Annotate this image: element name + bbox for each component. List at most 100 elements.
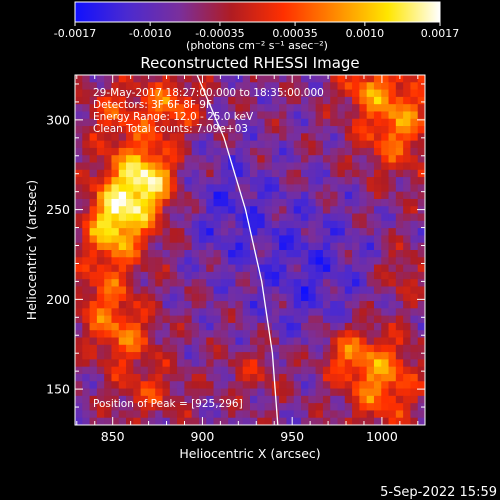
heatmap-cell — [279, 75, 287, 83]
heatmap-cell — [155, 177, 163, 185]
heatmap-cell — [330, 213, 338, 222]
heatmap-cell — [140, 235, 149, 244]
heatmap-cell — [206, 388, 214, 397]
heatmap-cell — [366, 322, 375, 331]
heatmap-cell — [140, 75, 149, 83]
heatmap-cell — [395, 111, 404, 120]
heatmap-cell — [257, 191, 265, 200]
heatmap-cell — [322, 279, 331, 287]
heatmap-cell — [242, 286, 251, 295]
heatmap-cell — [140, 155, 149, 163]
heatmap-cell — [250, 395, 258, 404]
heatmap-cell — [403, 286, 411, 295]
heatmap-cell — [220, 235, 229, 244]
heatmap-cell — [257, 352, 265, 360]
heatmap-cell — [250, 155, 258, 163]
heatmap-cell — [96, 337, 105, 346]
heatmap-cell — [147, 96, 156, 105]
heatmap-cell — [417, 286, 425, 295]
heatmap-cell — [220, 147, 229, 156]
heatmap-cell — [147, 250, 156, 258]
heatmap-cell — [111, 140, 120, 149]
heatmap-cell — [242, 381, 251, 389]
heatmap-cell — [403, 147, 411, 156]
heatmap-cell — [366, 82, 375, 90]
heatmap-cell — [220, 279, 229, 287]
heatmap-cell — [381, 293, 389, 302]
heatmap-cell — [220, 352, 229, 360]
heatmap-cell — [206, 352, 214, 360]
heatmap-cell — [118, 147, 127, 156]
heatmap-cell — [279, 198, 287, 207]
heatmap-cell — [111, 373, 120, 382]
heatmap-cell — [264, 286, 273, 295]
heatmap-cell — [126, 352, 134, 360]
heatmap-cell — [133, 250, 142, 258]
heatmap-cell — [373, 147, 382, 156]
heatmap-cell — [388, 242, 397, 251]
heatmap-cell — [330, 395, 338, 404]
heatmap-cell — [315, 308, 324, 317]
heatmap-cell — [140, 140, 149, 149]
heatmap-cell — [213, 286, 222, 295]
heatmap-cell — [293, 315, 302, 324]
heatmap-cell — [381, 301, 389, 309]
heatmap-cell — [75, 381, 83, 389]
heatmap-cell — [315, 315, 324, 324]
heatmap-cell — [403, 104, 411, 112]
heatmap-cell — [395, 322, 404, 331]
heatmap-cell — [213, 403, 222, 411]
heatmap-cell — [293, 75, 302, 83]
heatmap-cell — [133, 104, 142, 112]
heatmap-cell — [257, 301, 265, 309]
heatmap-cell — [147, 293, 156, 302]
heatmap-cell — [250, 344, 258, 353]
heatmap-cell — [257, 359, 265, 368]
heatmap-cell — [279, 118, 287, 127]
heatmap-cell — [184, 184, 193, 193]
heatmap-cell — [75, 352, 83, 360]
heatmap-cell — [410, 403, 419, 411]
heatmap-cell — [118, 388, 127, 397]
heatmap-cell — [206, 381, 214, 389]
heatmap-cell — [162, 228, 171, 236]
heatmap-cell — [395, 388, 404, 397]
heatmap-cell — [366, 417, 375, 425]
heatmap-cell — [118, 337, 127, 346]
heatmap-cell — [257, 373, 265, 382]
heatmap-cell — [104, 352, 112, 360]
heatmap-cell — [177, 337, 185, 346]
heatmap-cell — [330, 352, 338, 360]
heatmap-cell — [359, 82, 368, 90]
heatmap-cell — [330, 279, 338, 287]
heatmap-cell — [250, 293, 258, 302]
heatmap-cell — [177, 147, 185, 156]
heatmap-cell — [191, 366, 200, 375]
heatmap-cell — [359, 337, 368, 346]
heatmap-cell — [162, 169, 171, 178]
heatmap-cell — [75, 184, 83, 193]
heatmap-cell — [75, 264, 83, 273]
heatmap-cell — [111, 271, 120, 280]
heatmap-cell — [155, 279, 163, 287]
heatmap-cell — [344, 82, 353, 90]
heatmap-cell — [337, 228, 346, 236]
heatmap-cell — [286, 403, 295, 411]
heatmap-cell — [250, 133, 258, 142]
heatmap-cell — [220, 271, 229, 280]
heatmap-cell — [330, 140, 338, 149]
heatmap-cell — [410, 213, 419, 222]
heatmap-cell — [395, 118, 404, 127]
heatmap-cell — [301, 235, 309, 244]
heatmap-cell — [118, 410, 127, 419]
heatmap-cell — [352, 388, 360, 397]
heatmap-cell — [169, 337, 178, 346]
heatmap-cell — [366, 126, 375, 134]
heatmap-cell — [257, 235, 265, 244]
heatmap-cell — [359, 388, 368, 397]
heatmap-cell — [75, 198, 83, 207]
heatmap-cell — [373, 220, 382, 229]
heatmap-cell — [417, 126, 425, 134]
heatmap-cell — [75, 308, 83, 317]
heatmap-cell — [257, 250, 265, 258]
